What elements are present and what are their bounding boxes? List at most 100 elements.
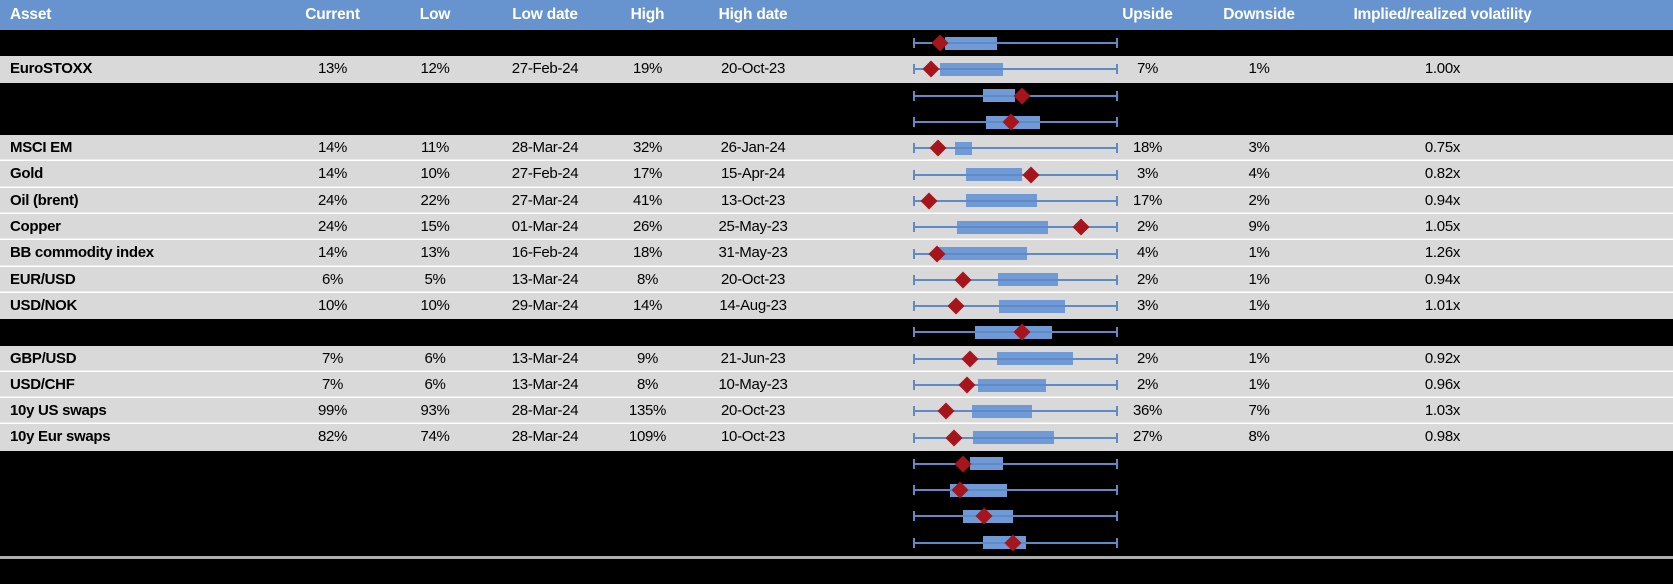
asset-name-cell[interactable]: EuroSTOXX xyxy=(10,60,93,78)
high-cell[interactable]: 9% xyxy=(636,349,659,367)
table-row-hidden[interactable] xyxy=(0,82,1673,109)
low-cell[interactable] xyxy=(385,109,485,135)
current-cell[interactable] xyxy=(285,451,380,477)
box-plot[interactable] xyxy=(913,109,1118,135)
implied-realized-cell[interactable] xyxy=(1330,319,1555,345)
low-date-cell[interactable] xyxy=(490,451,600,477)
high-cell[interactable] xyxy=(600,83,695,109)
high-cell[interactable] xyxy=(600,30,695,56)
low-date-cell[interactable] xyxy=(490,503,600,529)
current-cell[interactable]: 24% xyxy=(317,191,348,209)
asset-name-cell[interactable]: MSCI EM xyxy=(10,139,73,157)
downside-cell[interactable]: 9% xyxy=(1248,218,1270,236)
low-cell[interactable]: 11% xyxy=(420,139,449,157)
implied-realized-cell[interactable]: 0.98x xyxy=(1424,428,1461,446)
implied-realized-cell[interactable] xyxy=(1330,30,1555,56)
high-cell[interactable]: 14% xyxy=(632,296,663,314)
header-current[interactable]: Current xyxy=(305,6,360,23)
table-row-eurostoxx[interactable]: EuroSTOXX 13% 12% 27-Feb-24 19% 20-Oct-2… xyxy=(0,56,1673,83)
low-date-cell[interactable] xyxy=(490,319,600,345)
low-date-cell[interactable] xyxy=(490,30,600,56)
asset-name-cell[interactable] xyxy=(10,109,285,135)
low-date-cell[interactable]: 27-Mar-24 xyxy=(511,191,579,209)
implied-realized-cell[interactable]: 0.94x xyxy=(1424,191,1461,209)
header-low-date[interactable]: Low date xyxy=(512,6,578,23)
table-row-hidden[interactable] xyxy=(0,529,1673,556)
high-cell[interactable] xyxy=(600,109,695,135)
asset-name-cell[interactable] xyxy=(10,503,285,529)
downside-cell[interactable] xyxy=(1205,530,1313,556)
table-row-eur-usd[interactable]: EUR/USD 6% 5% 13-Mar-24 8% 20-Oct-23 2% … xyxy=(0,266,1673,293)
high-date-cell[interactable]: 20-Oct-23 xyxy=(721,270,785,288)
upside-cell[interactable]: 17% xyxy=(1132,191,1163,209)
implied-realized-cell[interactable]: 1.05x xyxy=(1424,218,1461,236)
asset-name-cell[interactable]: EUR/USD xyxy=(10,270,76,288)
high-cell[interactable]: 135% xyxy=(628,402,667,420)
low-date-cell[interactable]: 16-Feb-24 xyxy=(511,244,579,262)
downside-cell[interactable]: 8% xyxy=(1248,428,1270,446)
downside-cell[interactable] xyxy=(1205,83,1313,109)
low-cell[interactable]: 10% xyxy=(420,165,450,183)
table-row-usd-nok[interactable]: USD/NOK 10% 10% 29-Mar-24 14% 14-Aug-23 … xyxy=(0,292,1673,320)
table-row-oil-brent-[interactable]: Oil (brent) 24% 22% 27-Mar-24 41% 13-Oct… xyxy=(0,187,1673,215)
asset-name-cell[interactable] xyxy=(10,30,285,56)
downside-cell[interactable]: 3% xyxy=(1248,139,1270,157)
implied-realized-cell[interactable]: 0.96x xyxy=(1424,375,1461,393)
box-plot[interactable] xyxy=(913,267,1118,293)
downside-cell[interactable]: 2% xyxy=(1248,191,1270,209)
low-cell[interactable] xyxy=(385,503,485,529)
high-date-cell[interactable]: 15-Apr-24 xyxy=(720,165,785,183)
low-cell[interactable]: 12% xyxy=(420,60,450,78)
implied-realized-cell[interactable] xyxy=(1330,109,1555,135)
low-cell[interactable]: 22% xyxy=(420,191,450,209)
downside-cell[interactable]: 1% xyxy=(1248,270,1270,288)
high-cell[interactable]: 41% xyxy=(632,191,663,209)
low-date-cell[interactable] xyxy=(490,530,600,556)
downside-cell[interactable]: 1% xyxy=(1248,296,1270,314)
high-date-cell[interactable]: 20-Oct-23 xyxy=(721,60,785,78)
low-date-cell[interactable]: 27-Feb-24 xyxy=(511,165,579,183)
current-cell[interactable]: 99% xyxy=(317,402,348,420)
downside-cell[interactable] xyxy=(1205,319,1313,345)
table-row-bb-commodity-index[interactable]: BB commodity index 14% 13% 16-Feb-24 18%… xyxy=(0,240,1673,267)
implied-realized-cell[interactable]: 0.94x xyxy=(1424,270,1461,288)
low-cell[interactable]: 6% xyxy=(424,349,446,367)
low-date-cell[interactable]: 27-Feb-24 xyxy=(511,60,579,78)
box-plot[interactable] xyxy=(913,240,1118,266)
low-cell[interactable] xyxy=(385,530,485,556)
current-cell[interactable]: 7% xyxy=(321,349,344,367)
asset-name-cell[interactable] xyxy=(10,477,285,503)
downside-cell[interactable]: 4% xyxy=(1248,165,1270,183)
upside-cell[interactable]: 3% xyxy=(1136,296,1159,314)
header-implied-realized-volatility[interactable]: Implied/realized volatility xyxy=(1353,6,1532,23)
high-date-cell[interactable] xyxy=(697,30,809,56)
asset-name-cell[interactable]: 10y US swaps xyxy=(10,402,107,420)
upside-cell[interactable]: 18% xyxy=(1132,139,1163,157)
box-plot[interactable] xyxy=(913,56,1118,82)
current-cell[interactable]: 24% xyxy=(317,218,348,236)
upside-cell[interactable]: 36% xyxy=(1132,402,1163,420)
high-cell[interactable] xyxy=(600,451,695,477)
low-cell[interactable]: 13% xyxy=(420,244,450,262)
low-cell[interactable]: 93% xyxy=(420,402,450,420)
box-plot[interactable] xyxy=(913,30,1118,56)
low-date-cell[interactable]: 13-Mar-24 xyxy=(511,349,579,367)
high-cell[interactable]: 8% xyxy=(636,375,659,393)
table-row-hidden[interactable] xyxy=(0,319,1673,346)
box-plot[interactable] xyxy=(913,372,1118,398)
upside-cell[interactable]: 3% xyxy=(1136,165,1159,183)
low-cell[interactable] xyxy=(385,319,485,345)
current-cell[interactable]: 7% xyxy=(321,375,344,393)
current-cell[interactable] xyxy=(285,319,380,345)
high-date-cell[interactable] xyxy=(697,451,809,477)
high-date-cell[interactable] xyxy=(697,503,809,529)
asset-name-cell[interactable] xyxy=(10,530,285,556)
current-cell[interactable]: 14% xyxy=(317,165,348,183)
upside-cell[interactable]: 27% xyxy=(1132,428,1163,446)
table-row-10y-us-swaps[interactable]: 10y US swaps 99% 93% 28-Mar-24 135% 20-O… xyxy=(0,398,1673,425)
downside-cell[interactable]: 1% xyxy=(1248,60,1270,78)
current-cell[interactable]: 10% xyxy=(317,296,348,314)
asset-name-cell[interactable]: 10y Eur swaps xyxy=(10,428,111,446)
asset-name-cell[interactable]: USD/NOK xyxy=(10,296,78,314)
high-date-cell[interactable] xyxy=(697,530,809,556)
